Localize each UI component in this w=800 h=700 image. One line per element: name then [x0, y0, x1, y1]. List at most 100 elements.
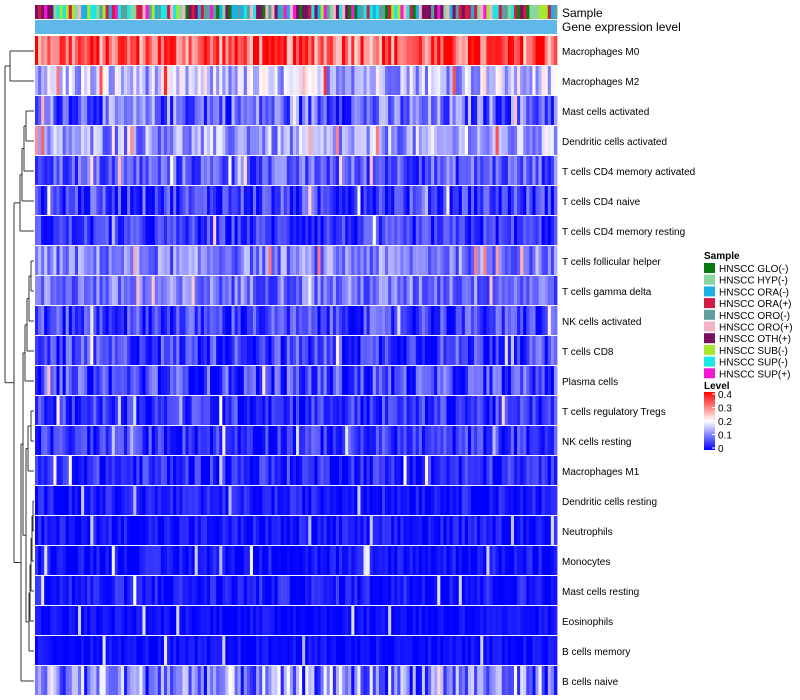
- heatmap-cell: [483, 126, 487, 155]
- heatmap-cell: [84, 486, 88, 515]
- heatmap-cell: [170, 636, 174, 665]
- heatmap-cell: [375, 306, 380, 335]
- heatmap-cell: [292, 576, 297, 605]
- heatmap-cell: [409, 276, 414, 305]
- heatmap-cell: [157, 186, 162, 215]
- heatmap-cell: [240, 456, 245, 485]
- heatmap-cell: [182, 516, 186, 545]
- heatmap-cell: [467, 486, 472, 515]
- heatmap-cell: [286, 36, 291, 65]
- heatmap-cell: [541, 426, 546, 455]
- heatmap-cell: [71, 576, 76, 605]
- heatmap-cell: [501, 36, 506, 65]
- heatmap-cell: [434, 186, 438, 215]
- heatmap-cell: [351, 336, 355, 365]
- heatmap-cell: [185, 36, 189, 65]
- heatmap-cell: [111, 126, 116, 155]
- heatmap-cell: [461, 276, 466, 305]
- heatmap-cell: [145, 546, 150, 575]
- heatmap-cell: [243, 456, 248, 485]
- heatmap-cell: [200, 486, 205, 515]
- heatmap-cell: [335, 546, 340, 575]
- heatmap-cell: [311, 336, 315, 365]
- heatmap-cell: [182, 276, 186, 305]
- heatmap-cell: [354, 366, 358, 395]
- heatmap-cell: [167, 426, 171, 455]
- heatmap-cell: [219, 666, 223, 695]
- heatmap-cell: [41, 306, 45, 335]
- heatmap-cell: [434, 336, 438, 365]
- sample-annotation-cell: [44, 5, 48, 19]
- heatmap-cell: [216, 516, 220, 545]
- heatmap-cell: [335, 576, 340, 605]
- heatmap-cell: [461, 666, 466, 695]
- heatmap-cell: [249, 96, 254, 125]
- heatmap-cell: [81, 546, 85, 575]
- heatmap-cell: [179, 306, 183, 335]
- heatmap-cell: [520, 276, 524, 305]
- heatmap-cell: [311, 96, 315, 125]
- heatmap-cell: [495, 36, 500, 65]
- heatmap-cell: [243, 636, 248, 665]
- heatmap-cell: [388, 486, 392, 515]
- heatmap-cell: [120, 36, 125, 65]
- heatmap-cell: [274, 96, 278, 125]
- heatmap-cell: [99, 216, 103, 245]
- heatmap-cell: [421, 336, 426, 365]
- heatmap-cell: [213, 396, 217, 425]
- heatmap-cell: [517, 336, 521, 365]
- heatmap-cell: [185, 306, 189, 335]
- heatmap-cell: [188, 246, 192, 275]
- heatmap-cell: [326, 306, 331, 335]
- heatmap-cell: [130, 516, 134, 545]
- heatmap-cell: [173, 576, 177, 605]
- heatmap-cell: [480, 156, 484, 185]
- heatmap-cell: [182, 126, 186, 155]
- heatmap-cell: [520, 456, 524, 485]
- heatmap-cell: [357, 546, 361, 575]
- sample-annotation-cell: [111, 5, 116, 19]
- heatmap-cell: [547, 366, 552, 395]
- heatmap-cell: [50, 276, 54, 305]
- heatmap-cell: [553, 186, 558, 215]
- heatmap-cell: [157, 456, 162, 485]
- heatmap-cell: [351, 216, 355, 245]
- heatmap-cell: [44, 576, 48, 605]
- heatmap-cell: [501, 276, 506, 305]
- heatmap-cell: [544, 36, 549, 65]
- heatmap-cell: [71, 126, 76, 155]
- heatmap-cell: [105, 336, 110, 365]
- heatmap-cell: [243, 156, 248, 185]
- heatmap-cell: [47, 306, 51, 335]
- heatmap-cell: [369, 516, 374, 545]
- heatmap-cell: [474, 66, 478, 95]
- heatmap-cell: [477, 516, 481, 545]
- heatmap-cell: [314, 636, 318, 665]
- heatmap-cell: [440, 606, 444, 635]
- heatmap-cell: [314, 486, 318, 515]
- heatmap-cell: [185, 666, 189, 695]
- heatmap-cell: [50, 546, 54, 575]
- heatmap-cell: [305, 396, 309, 425]
- heatmap-cell: [520, 486, 524, 515]
- heatmap-cell: [271, 36, 275, 65]
- heatmap-cell: [102, 246, 107, 275]
- heatmap-cell: [520, 186, 524, 215]
- heatmap-cell: [320, 306, 325, 335]
- heatmap-cell: [102, 666, 107, 695]
- heatmap-cell: [366, 426, 371, 455]
- heatmap-cell: [222, 36, 226, 65]
- heatmap-cell: [268, 186, 272, 215]
- heatmap-cell: [504, 66, 509, 95]
- heatmap-cell: [53, 666, 57, 695]
- heatmap-cell: [225, 276, 229, 305]
- heatmap-cell: [280, 216, 285, 245]
- heatmap-cell: [489, 66, 493, 95]
- heatmap-cell: [474, 486, 478, 515]
- heatmap-cell: [68, 216, 73, 245]
- heatmap-cell: [455, 186, 460, 215]
- heatmap-cell: [74, 546, 79, 575]
- sample-annotation-cell: [452, 5, 457, 19]
- heatmap-cell: [139, 486, 143, 515]
- heatmap-cell: [495, 306, 500, 335]
